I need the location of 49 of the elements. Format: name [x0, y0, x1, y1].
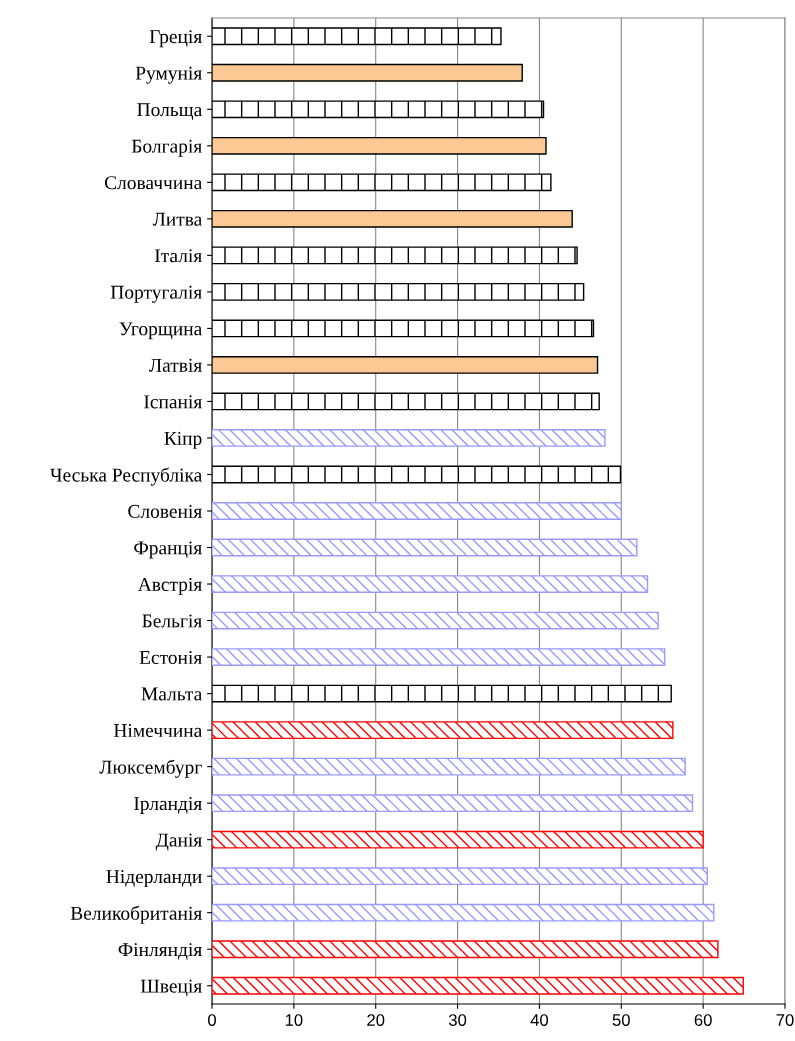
x-tick-label: 10 — [285, 1014, 303, 1026]
x-tick-label: 40 — [530, 1014, 549, 1026]
x-tick-label: 30 — [448, 1014, 467, 1026]
y-tick-label: Латвія — [149, 358, 202, 372]
bar — [212, 429, 606, 447]
y-tick-label: Словаччина — [104, 176, 203, 190]
x-tick-label: 0 — [208, 1014, 216, 1026]
y-tick-label: Великобританія — [70, 905, 202, 924]
y-tick-label: Греція — [149, 30, 202, 48]
bar — [212, 721, 674, 740]
y-tick-label: Естонія — [139, 650, 202, 665]
y-tick-label: Угорщина — [119, 322, 203, 340]
y-tick-label: Франція — [134, 541, 202, 559]
bar — [212, 611, 659, 630]
y-tick-label: Бельгія — [142, 614, 202, 628]
y-tick-label: Литва — [152, 212, 203, 226]
bar — [212, 757, 686, 776]
x-tick-label: 70 — [776, 1014, 794, 1026]
y-tick-label: Словенія — [128, 504, 202, 518]
y-tick-label: Болгарія — [131, 139, 202, 157]
bar — [212, 575, 649, 593]
bar — [212, 903, 715, 922]
y-tick-label: Ірландія — [134, 797, 202, 815]
y-tick-label: Іспанія — [144, 395, 202, 409]
bar — [212, 502, 622, 520]
bar — [212, 648, 666, 666]
y-tick-label: Польща — [137, 103, 203, 121]
y-tick-label: Нідерланди — [106, 870, 202, 888]
y-tick-label: Португалія — [110, 285, 202, 303]
y-tick-label: Чеська Республіка — [50, 467, 203, 486]
y-tick-label: Німеччина — [113, 723, 203, 738]
bar — [212, 867, 708, 886]
y-tick-label: Італія — [154, 249, 202, 263]
y-tick-label: Кіпр — [164, 431, 202, 449]
x-tick-label: 50 — [612, 1014, 630, 1026]
y-tick-label: Мальта — [141, 687, 203, 701]
y-tick-label: Австрія — [137, 577, 202, 595]
bar — [212, 830, 704, 849]
y-tick-label: Швеція — [140, 979, 202, 997]
y-tick-label: Люксембург — [99, 759, 202, 778]
bar — [212, 538, 638, 557]
bar — [212, 940, 719, 959]
x-tick-label: 20 — [367, 1014, 385, 1026]
y-tick-label: Фінляндія — [118, 943, 202, 960]
y-tick-label: Румунія — [135, 66, 202, 84]
x-tick-label: 60 — [694, 1014, 712, 1026]
y-tick-label: Данія — [155, 833, 202, 851]
bar — [212, 976, 744, 995]
bar — [212, 794, 694, 813]
